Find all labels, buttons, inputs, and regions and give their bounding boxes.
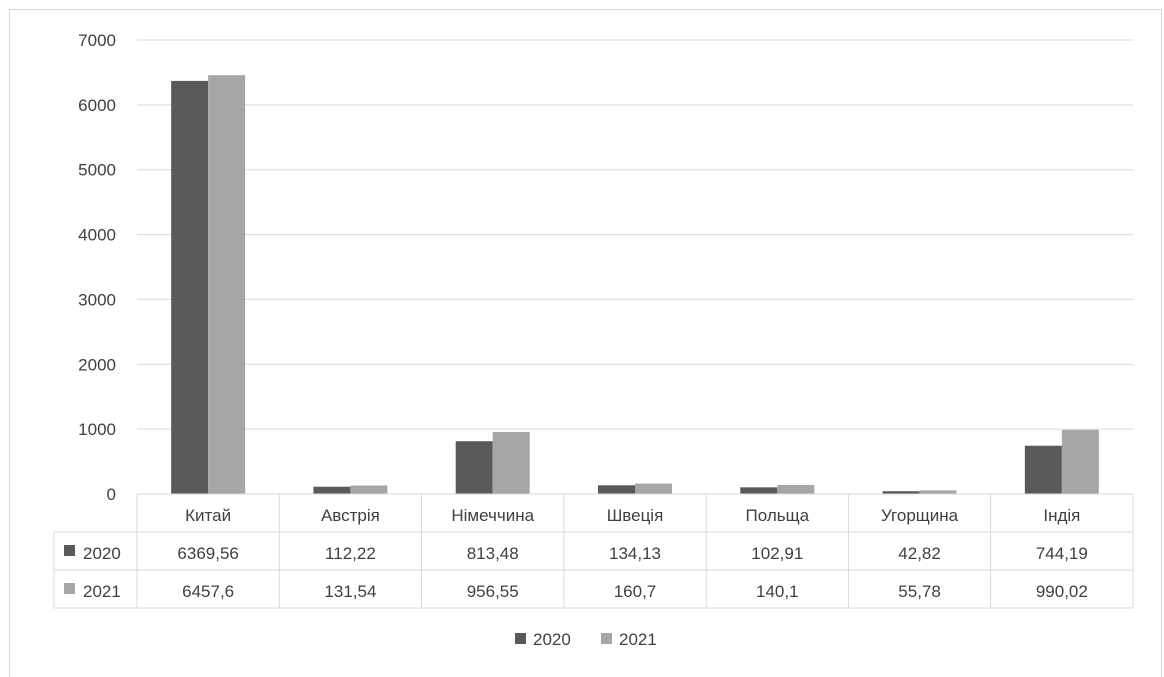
bar-2021	[919, 490, 957, 494]
table-value: 956,55	[467, 582, 519, 601]
table-value: 140,1	[756, 582, 799, 601]
bar-2020	[1024, 445, 1062, 494]
bar-2020	[740, 487, 778, 494]
y-tick-label: 3000	[78, 290, 116, 309]
legend-label: 2021	[619, 630, 657, 649]
y-tick-label: 5000	[78, 161, 116, 180]
bar-2021	[350, 485, 388, 494]
data-table: Китай Австрія Німеччина Швеція Польща Угорщин…	[53, 493, 1134, 609]
bar-2021	[208, 75, 246, 494]
bar-2020	[882, 491, 920, 494]
bar-2020	[171, 80, 209, 494]
y-tick-label: 6000	[78, 96, 116, 115]
legend-key-2020	[515, 633, 526, 644]
bars	[171, 75, 1099, 494]
y-tick-label: 1000	[78, 420, 116, 439]
table-value: 42,82	[898, 544, 941, 563]
legend-key-2021	[601, 633, 612, 644]
table-legend-key-2021	[64, 583, 75, 594]
bar-2020	[313, 486, 351, 494]
x-category-label: Індія	[1043, 506, 1080, 525]
table-value: 131,54	[324, 582, 376, 601]
table-series-name: 2021	[83, 582, 121, 601]
bar-2021	[492, 431, 530, 494]
table-value: 744,19	[1036, 544, 1088, 563]
gridlines	[137, 39, 1133, 495]
table-value: 6369,56	[177, 544, 238, 563]
legend-label: 2020	[533, 630, 571, 649]
y-tick-label: 0	[107, 485, 116, 504]
x-category-label: Китай	[185, 506, 231, 525]
bar-2021	[635, 483, 672, 494]
table-value: 102,91	[751, 544, 803, 563]
x-category-label: Австрія	[321, 506, 380, 525]
table-value: 112,22	[325, 544, 376, 563]
x-category-label: Швеція	[607, 506, 664, 525]
chart-frame	[9, 9, 1162, 677]
bar-2021	[777, 484, 815, 494]
y-tick-label: 2000	[78, 355, 116, 374]
y-axis: 0 1000 2000 3000 4000 5000 6000 7000	[78, 31, 116, 504]
table-legend-key-2020	[64, 545, 75, 556]
table-value: 990,02	[1036, 582, 1088, 601]
y-tick-label: 4000	[78, 226, 116, 245]
bar-2020	[598, 485, 635, 494]
bar-2020	[455, 441, 493, 494]
table-value: 6457,6	[182, 582, 234, 601]
table-value: 813,48	[467, 544, 519, 563]
table-value: 160,7	[614, 582, 657, 601]
table-series-name: 2020	[83, 544, 121, 563]
table-value: 55,78	[898, 582, 941, 601]
bar-2021	[1061, 429, 1099, 494]
legend: 2020 2021	[515, 630, 657, 649]
x-category-label: Німеччина	[451, 506, 534, 525]
y-tick-label: 7000	[78, 31, 116, 50]
x-category-label: Угорщина	[881, 506, 959, 525]
x-category-label: Польща	[746, 506, 810, 525]
table-value: 134,13	[609, 544, 661, 563]
